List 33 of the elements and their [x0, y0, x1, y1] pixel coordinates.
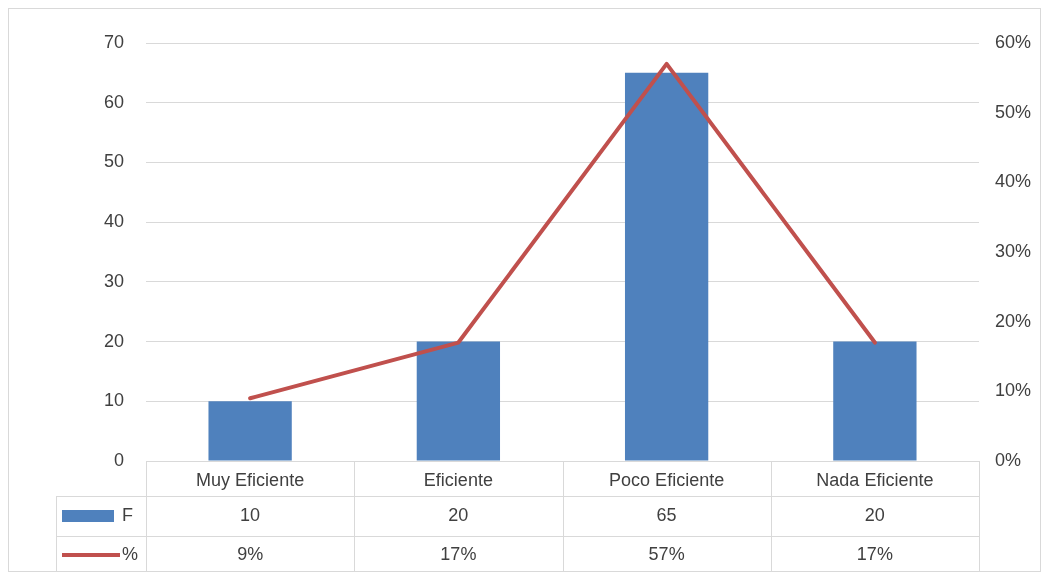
- y2-tick-label: 50%: [995, 101, 1032, 122]
- y-tick-label: 0: [113, 449, 124, 470]
- bar: [833, 341, 917, 461]
- y-tick-label: 40: [103, 211, 124, 232]
- bar: [624, 72, 709, 461]
- y-tick-label: 10: [103, 390, 124, 411]
- y2-tick-label: 60%: [995, 31, 1032, 52]
- data-label: 20: [448, 504, 469, 525]
- data-label: 10: [240, 504, 261, 525]
- y2-tick-label: 0%: [995, 449, 1022, 470]
- data-label: 65: [656, 504, 677, 525]
- y-tick-label: 70: [103, 31, 124, 52]
- y2-tick-label: 20%: [995, 310, 1032, 331]
- y-tick-label: 50: [103, 151, 124, 172]
- y2-tick-label: 30%: [995, 240, 1032, 261]
- y-tick-label: 60: [103, 91, 124, 112]
- x-tick-label: Poco Eficiente: [609, 469, 725, 490]
- y-tick-label: 30: [103, 270, 124, 291]
- x-tick-label: Muy Eficiente: [196, 469, 305, 490]
- y2-tick-label: 40%: [995, 171, 1032, 192]
- bar: [208, 401, 292, 461]
- y2-tick-label: 10%: [995, 380, 1032, 401]
- y-tick-label: 20: [103, 330, 124, 351]
- x-tick-label: Nada Eficiente: [816, 469, 934, 490]
- x-tick-label: Eficiente: [423, 469, 493, 490]
- data-label: 9%: [237, 543, 264, 564]
- data-label: 20: [864, 504, 885, 525]
- data-label: 17%: [440, 543, 477, 564]
- data-label: 57%: [648, 543, 685, 564]
- data-label: 17%: [856, 543, 893, 564]
- legend-label: F: [122, 504, 133, 525]
- legend-label: %: [122, 543, 139, 564]
- bar: [416, 341, 501, 461]
